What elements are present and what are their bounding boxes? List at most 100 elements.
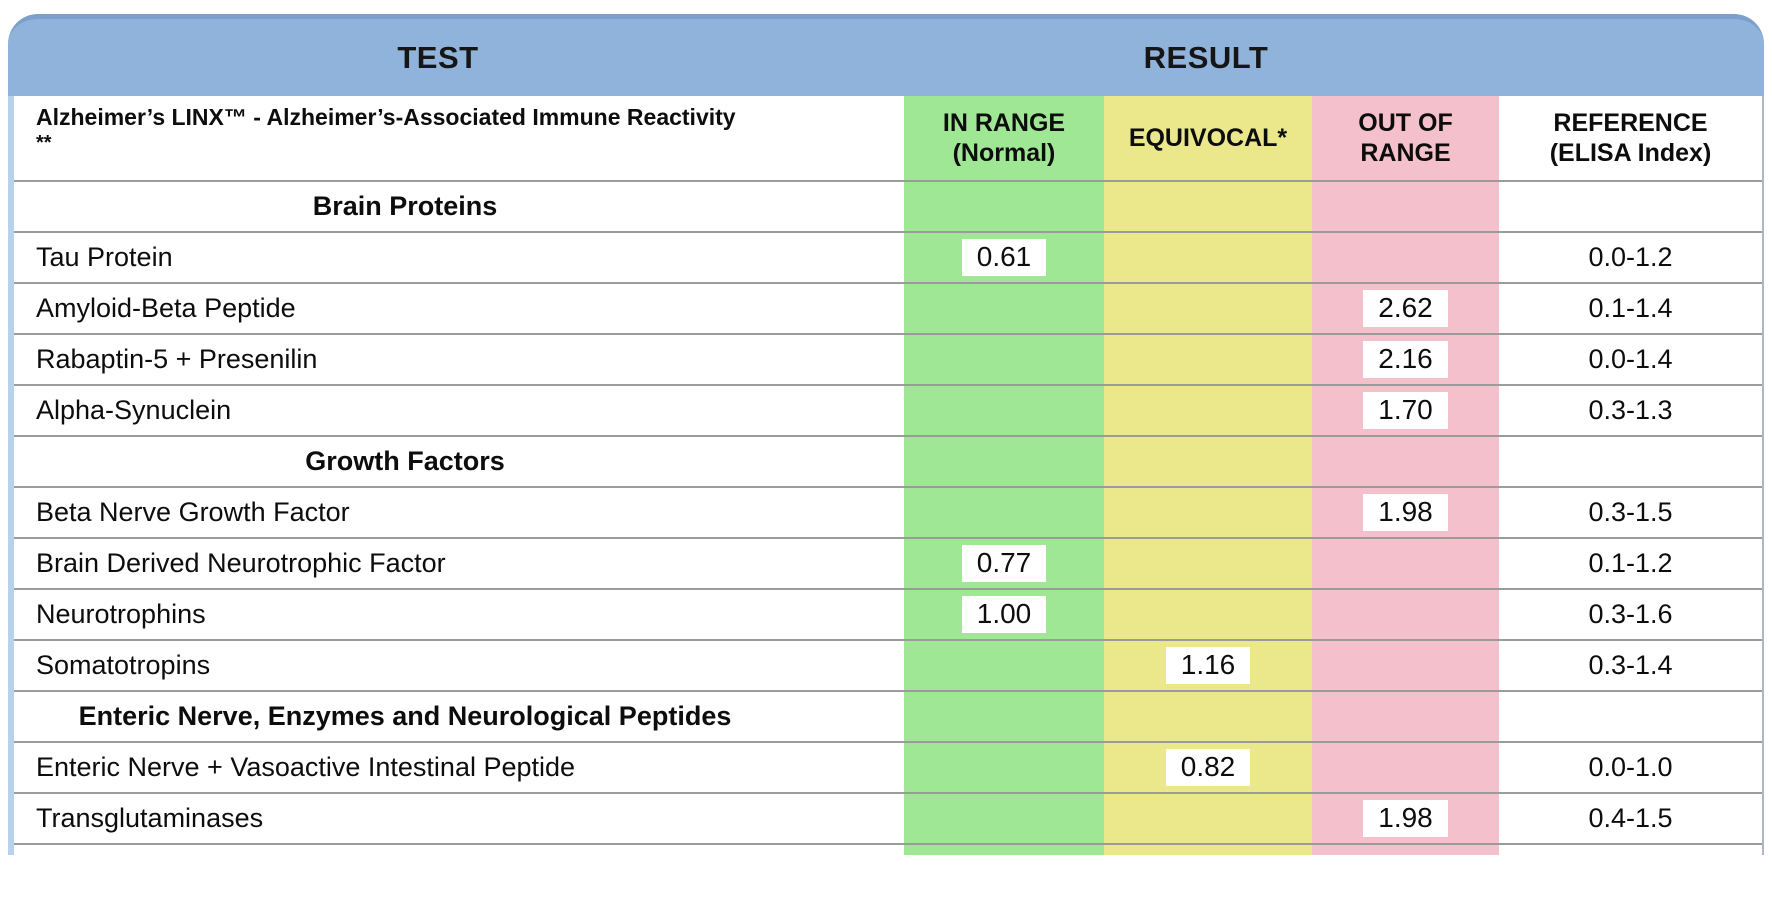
- reference-cell: 0.3-1.5: [1499, 488, 1762, 537]
- test-result-row: Beta Nerve Growth Factor 1.98 0.3-1.5: [14, 488, 1762, 539]
- panel-title: Alzheimer’s LINX™ - Alzheimer’s-Associat…: [36, 104, 736, 130]
- test-name: Enteric Nerve + Vasoactive Intestinal Pe…: [36, 752, 576, 782]
- column-header-row: Alzheimer’s LINX™ - Alzheimer’s-Associat…: [14, 96, 1762, 182]
- in-range-cell: [904, 335, 1104, 384]
- section-header-row: Enteric Nerve, Enzymes and Neurological …: [14, 692, 1762, 743]
- out-of-range-cell: [1312, 692, 1499, 741]
- equivocal-cell: [1104, 233, 1312, 282]
- test-name: Brain Derived Neurotrophic Factor: [36, 548, 446, 578]
- reference-range: 0.0-1.2: [1588, 242, 1673, 272]
- equivocal-cell: [1104, 692, 1312, 741]
- reference-cell: 0.4-1.5: [1499, 794, 1762, 843]
- in-range-cell: [904, 743, 1104, 792]
- reference-range: 0.3-1.5: [1588, 497, 1673, 527]
- equivocal-cell: 0.82: [1104, 743, 1312, 792]
- out-of-range-cell: [1312, 437, 1499, 486]
- reference-cell: 0.1-1.2: [1499, 539, 1762, 588]
- in-range-column-header: IN RANGE (Normal): [904, 96, 1104, 180]
- equivocal-cell: [1104, 182, 1312, 231]
- test-name: Alpha-Synuclein: [36, 395, 232, 425]
- out-of-range-cell: [1312, 233, 1499, 282]
- test-result-row: Alpha-Synuclein 1.70 0.3-1.3: [14, 386, 1762, 437]
- in-range-cell: [904, 692, 1104, 741]
- test-name: Neurotrophins: [36, 599, 206, 629]
- reference-range: 0.3-1.6: [1588, 599, 1673, 629]
- equivocal-header-label: EQUIVOCAL*: [1128, 123, 1288, 152]
- section-label: Brain Proteins: [312, 191, 498, 221]
- test-name: Transglutaminases: [36, 803, 264, 833]
- test-result-row: Tau Protein 0.61 0.0-1.2: [14, 233, 1762, 284]
- out-of-range-header-line1: OUT OF: [1358, 108, 1453, 137]
- out-of-range-cell: 2.62: [1312, 284, 1499, 333]
- test-name: Amyloid-Beta Peptide: [36, 293, 296, 323]
- reference-range: 0.0-1.0: [1588, 752, 1673, 782]
- reference-cell: [1499, 692, 1762, 741]
- test-result-row: Somatotropins 1.16 0.3-1.4: [14, 641, 1762, 692]
- panel-title-cell: Alzheimer’s LINX™ - Alzheimer’s-Associat…: [14, 96, 904, 180]
- test-name: Rabaptin-5 + Presenilin: [36, 344, 318, 374]
- result-value: 1.98: [1363, 800, 1448, 837]
- reference-range: 0.1-1.2: [1588, 548, 1673, 578]
- in-range-header-line1: IN RANGE: [942, 108, 1066, 137]
- out-of-range-cell: 2.16: [1312, 335, 1499, 384]
- test-result-row: Neurotrophins 1.00 0.3-1.6: [14, 590, 1762, 641]
- reference-range: 0.3-1.4: [1588, 650, 1673, 680]
- in-range-cell: [904, 794, 1104, 843]
- test-name: Beta Nerve Growth Factor: [36, 497, 350, 527]
- out-of-range-cell: 1.70: [1312, 386, 1499, 435]
- equivocal-cell: [1104, 590, 1312, 639]
- result-header-label: RESULT: [1143, 39, 1269, 75]
- reference-range: 0.4-1.5: [1588, 803, 1673, 833]
- reference-range: 0.1-1.4: [1588, 293, 1673, 323]
- equivocal-cell: [1104, 539, 1312, 588]
- result-value: 2.16: [1363, 341, 1448, 378]
- in-range-header-line2: (Normal): [952, 139, 1056, 167]
- result-value: 2.62: [1363, 290, 1448, 327]
- out-of-range-cell: [1312, 539, 1499, 588]
- test-result-row: Brain Derived Neurotrophic Factor 0.77 0…: [14, 539, 1762, 590]
- out-of-range-cell: 1.98: [1312, 794, 1499, 843]
- reference-cell: 0.3-1.3: [1499, 386, 1762, 435]
- reference-cell: 0.3-1.4: [1499, 641, 1762, 690]
- equivocal-cell: [1104, 488, 1312, 537]
- reference-cell: 0.3-1.6: [1499, 590, 1762, 639]
- reference-header-line1: REFERENCE: [1553, 108, 1708, 137]
- reference-range: 0.3-1.3: [1588, 395, 1673, 425]
- in-range-cell: [904, 437, 1104, 486]
- test-result-row: Enteric Nerve + Vasoactive Intestinal Pe…: [14, 743, 1762, 794]
- test-name: Somatotropins: [36, 650, 211, 680]
- in-range-cell: [904, 641, 1104, 690]
- in-range-cell: [904, 488, 1104, 537]
- reference-cell: 0.0-1.0: [1499, 743, 1762, 792]
- reference-cell: 0.1-1.4: [1499, 284, 1762, 333]
- test-header-label: TEST: [397, 39, 479, 75]
- result-value: 1.16: [1165, 647, 1251, 684]
- section-label: Enteric Nerve, Enzymes and Neurological …: [78, 701, 732, 731]
- test-result-row: Rabaptin-5 + Presenilin 2.16 0.0-1.4: [14, 335, 1762, 386]
- in-range-cell: [904, 386, 1104, 435]
- test-result-row: Amyloid-Beta Peptide 2.62 0.1-1.4: [14, 284, 1762, 335]
- reference-cell: 0.0-1.2: [1499, 233, 1762, 282]
- in-range-cell: [904, 182, 1104, 231]
- result-value: 0.82: [1165, 749, 1251, 786]
- in-range-cell: 0.61: [904, 233, 1104, 282]
- result-value: 0.61: [961, 239, 1047, 276]
- out-of-range-cell: [1312, 743, 1499, 792]
- out-of-range-cell: [1312, 182, 1499, 231]
- in-range-cell: [904, 284, 1104, 333]
- results-table: Alzheimer’s LINX™ - Alzheimer’s-Associat…: [8, 96, 1764, 855]
- reference-cell: 0.0-1.4: [1499, 335, 1762, 384]
- in-range-cell: 0.77: [904, 539, 1104, 588]
- table-header-band: TEST RESULT: [8, 14, 1764, 96]
- in-range-column-stripe: [904, 96, 1104, 855]
- out-of-range-column-header: OUT OF RANGE: [1312, 96, 1499, 180]
- equivocal-cell: 1.16: [1104, 641, 1312, 690]
- equivocal-column-header: EQUIVOCAL*: [1104, 96, 1312, 180]
- reference-cell: [1499, 182, 1762, 231]
- panel-title-suffix: **: [36, 131, 52, 154]
- section-header-row: Brain Proteins: [14, 182, 1762, 233]
- test-result-row: Transglutaminases 1.98 0.4-1.5: [14, 794, 1762, 845]
- equivocal-cell: [1104, 794, 1312, 843]
- reference-header-line2: (ELISA Index): [1549, 139, 1712, 167]
- reference-column-header: REFERENCE (ELISA Index): [1499, 96, 1762, 180]
